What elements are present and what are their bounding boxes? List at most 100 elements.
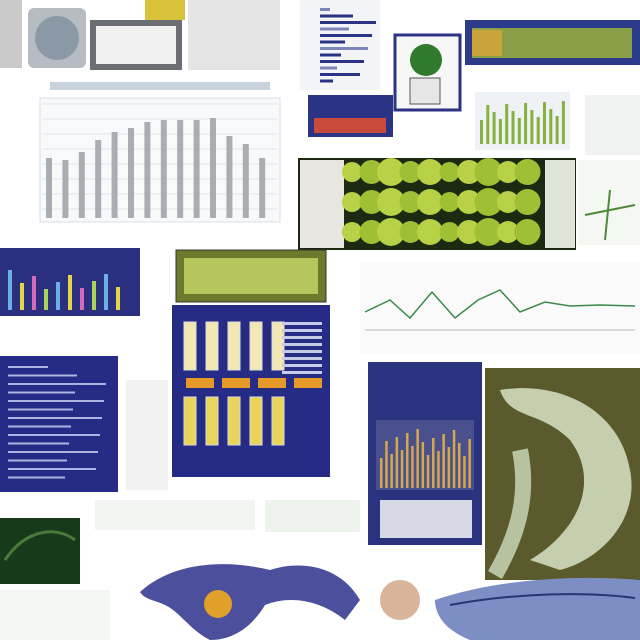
text-line — [8, 434, 100, 436]
navy-chart-footer — [380, 500, 472, 538]
tube — [183, 321, 197, 371]
shape-core — [204, 590, 232, 618]
bar — [160, 120, 167, 218]
list-bar — [320, 60, 364, 63]
bar — [95, 140, 102, 218]
bar — [78, 152, 85, 218]
navy-chart-bars — [380, 429, 471, 488]
chart-heading-blur — [50, 82, 270, 90]
chart-bar — [416, 429, 419, 488]
blob — [514, 189, 541, 215]
mini-bar — [524, 103, 528, 144]
table-strip — [265, 500, 360, 532]
mini-bar — [549, 109, 553, 144]
list-panel — [300, 0, 380, 90]
bar — [128, 128, 134, 218]
chart-bar — [432, 438, 435, 488]
mini-bars — [480, 101, 565, 144]
blob — [342, 222, 362, 242]
blob — [342, 162, 362, 182]
bar — [144, 122, 151, 218]
list-bar — [320, 27, 349, 31]
blob — [474, 188, 503, 216]
list-bar — [320, 14, 353, 18]
mini-bar — [480, 120, 483, 144]
bar — [111, 132, 118, 218]
chart-bar — [468, 439, 471, 488]
tube — [271, 396, 285, 446]
text-line — [8, 442, 69, 445]
chart-bar — [447, 447, 451, 488]
text-line — [8, 459, 67, 462]
text-line — [8, 374, 77, 377]
text-line — [8, 451, 98, 453]
chart-bar — [406, 433, 409, 488]
bar — [226, 136, 233, 218]
blob — [439, 162, 460, 182]
mini-bar — [498, 119, 502, 144]
blob — [342, 192, 362, 212]
text-line — [8, 425, 71, 428]
list-bar — [320, 47, 368, 50]
bar — [242, 144, 249, 218]
blob — [497, 191, 519, 213]
mini-chart-panel — [475, 92, 570, 150]
text-line — [8, 391, 75, 394]
chart-bar — [421, 442, 425, 488]
chart-bar — [380, 458, 383, 488]
list-bar — [320, 21, 376, 24]
text-line — [8, 417, 102, 419]
chart-bar — [400, 450, 404, 488]
blob — [439, 192, 460, 212]
tag — [186, 378, 214, 388]
navy-bar — [80, 288, 84, 310]
tag — [222, 378, 250, 388]
navy-bar — [116, 287, 120, 310]
bar — [193, 120, 200, 218]
list-bar — [320, 73, 360, 76]
blob — [399, 191, 422, 213]
tube — [205, 321, 219, 371]
text-line — [8, 468, 96, 470]
mini-bar — [517, 118, 521, 144]
blob — [497, 221, 519, 243]
device-display — [184, 258, 318, 294]
tube — [183, 396, 197, 446]
chart-bar — [442, 434, 445, 488]
blob — [377, 158, 405, 186]
tube — [249, 321, 263, 371]
navy-bar — [104, 274, 108, 310]
mini-bar — [492, 112, 496, 144]
navy-bar — [56, 282, 60, 310]
chart-bar — [390, 454, 393, 488]
label-line — [282, 322, 322, 325]
text-line — [8, 408, 73, 411]
line-trace — [364, 289, 636, 320]
blob — [474, 158, 503, 186]
icon-circle — [410, 44, 442, 76]
blob — [417, 189, 443, 215]
purple-shape — [140, 564, 360, 640]
text-panel — [585, 95, 640, 155]
list-bars — [320, 8, 376, 83]
chart-bar — [463, 456, 466, 488]
navy-bar — [32, 276, 36, 310]
table-strip — [95, 500, 255, 530]
banner-block — [472, 30, 502, 56]
blob — [417, 219, 443, 245]
blob — [474, 218, 503, 246]
chart-bar — [395, 437, 399, 488]
device-dial — [35, 16, 79, 60]
bar — [177, 120, 184, 218]
wing-vein — [449, 593, 636, 606]
icon-box — [409, 77, 441, 105]
blob — [377, 188, 405, 216]
object-photo — [380, 580, 420, 620]
list-bar — [320, 40, 345, 44]
blob — [457, 160, 481, 184]
device-photo — [188, 0, 280, 70]
label-line — [282, 329, 322, 332]
label-line — [282, 343, 322, 346]
